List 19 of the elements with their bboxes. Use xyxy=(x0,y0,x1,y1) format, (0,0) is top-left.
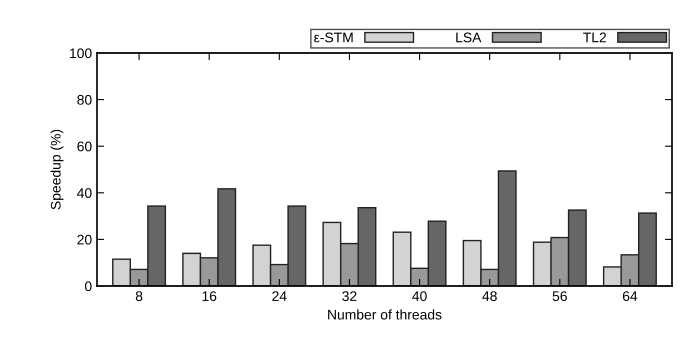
y-tick-label: 60 xyxy=(77,142,92,152)
x-tick-label: 56 xyxy=(552,291,567,302)
x-tick-label: 24 xyxy=(272,291,287,301)
x-tick-label: 16 xyxy=(202,291,216,302)
legend-label: TL2 xyxy=(583,32,606,42)
y-tick-label: 0 xyxy=(84,281,92,292)
x-tick-label: 40 xyxy=(412,291,427,302)
x-tick-label: 64 xyxy=(622,291,638,302)
x-tick-label: 32 xyxy=(342,291,356,302)
y-axis-title: Speedup (%) xyxy=(50,130,64,210)
legend-label: LSA xyxy=(456,32,482,42)
x-tick-label: 48 xyxy=(482,291,497,302)
x-axis-title: Number of threads xyxy=(328,309,442,320)
legend-label: ε-STM xyxy=(314,32,353,42)
y-tick-label: 40 xyxy=(77,188,92,198)
y-tick-label: 20 xyxy=(77,234,92,245)
x-tick-label: 8 xyxy=(136,291,142,302)
y-tick-label: 100 xyxy=(70,48,92,58)
y-tick-label: 80 xyxy=(77,94,92,105)
